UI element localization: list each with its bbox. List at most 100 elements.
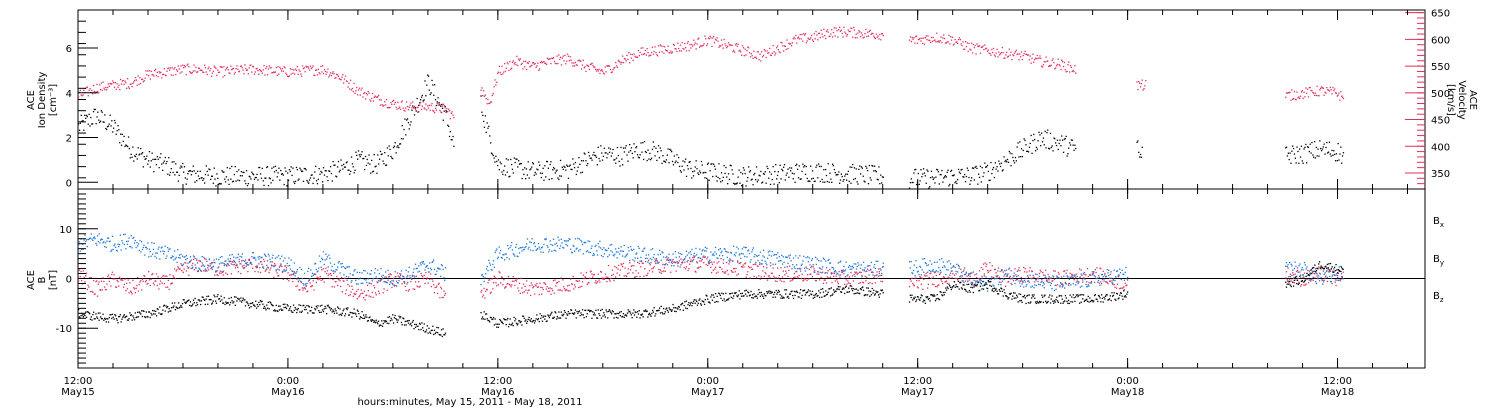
- bz-point: [342, 280, 344, 282]
- by-point: [229, 258, 232, 260]
- by-point: [597, 242, 599, 245]
- by-point: [823, 258, 825, 260]
- bz-point: [563, 288, 566, 290]
- by-point: [511, 249, 514, 251]
- by-point: [737, 248, 740, 250]
- density-point: [121, 133, 123, 135]
- by-point: [881, 266, 884, 268]
- bz-point: [830, 272, 832, 274]
- bz-point: [389, 273, 391, 275]
- density-point: [219, 183, 221, 185]
- bz-point: [184, 262, 186, 264]
- velocity-point: [489, 102, 491, 104]
- velocity-point: [928, 39, 930, 41]
- by-point: [396, 285, 398, 287]
- velocity-point: [1027, 54, 1030, 56]
- bx-point: [137, 316, 140, 318]
- density-point: [232, 180, 235, 182]
- bz-point: [141, 278, 144, 280]
- velocity-point: [501, 65, 503, 67]
- bz-point: [739, 262, 741, 264]
- bz-point: [526, 292, 529, 294]
- by-point: [707, 256, 709, 258]
- by-point: [152, 248, 155, 251]
- velocity-point: [344, 75, 347, 77]
- bz-point: [130, 290, 132, 292]
- velocity-point: [615, 65, 618, 67]
- bz-point: [105, 288, 107, 291]
- by-point: [364, 270, 366, 272]
- bx-point: [582, 314, 584, 316]
- bz-point: [144, 281, 147, 283]
- by-point: [862, 269, 864, 271]
- bx-point: [115, 318, 118, 320]
- density-point: [520, 163, 522, 165]
- velocity-point: [427, 107, 430, 109]
- velocity-point: [930, 36, 933, 39]
- bz-point: [646, 274, 648, 277]
- bz-point: [572, 275, 574, 278]
- density-point: [215, 185, 217, 187]
- bz-point: [273, 276, 275, 278]
- bz-point: [348, 285, 351, 287]
- bz-point: [209, 265, 211, 267]
- velocity-point: [819, 36, 821, 39]
- density-point: [216, 173, 218, 175]
- by-point: [242, 259, 244, 262]
- by-point: [861, 276, 863, 278]
- bx-point: [441, 335, 443, 338]
- density-point: [1293, 153, 1296, 155]
- velocity-point: [660, 45, 662, 47]
- bz-point: [227, 263, 229, 265]
- bx-point: [538, 320, 540, 323]
- bx-point: [551, 311, 553, 313]
- velocity-point: [766, 50, 768, 52]
- velocity-point: [543, 61, 545, 63]
- density-point: [822, 181, 824, 183]
- bz-point: [844, 276, 847, 278]
- bz-point: [210, 268, 212, 270]
- bx-point: [246, 301, 248, 303]
- bz-point: [737, 260, 739, 262]
- by-point: [247, 264, 249, 266]
- density-point: [90, 116, 92, 119]
- bx-point: [248, 307, 251, 309]
- bx-point: [293, 309, 295, 312]
- velocity-point: [726, 47, 728, 49]
- by-point: [821, 272, 823, 274]
- by-point: [189, 256, 192, 258]
- bx-point: [181, 306, 183, 308]
- bx-point: [278, 305, 280, 307]
- velocity-point: [266, 74, 269, 76]
- by-point: [123, 243, 125, 246]
- bz-point: [576, 280, 578, 282]
- velocity-point: [941, 41, 943, 44]
- bx-point: [101, 318, 103, 320]
- bz-point: [375, 294, 377, 296]
- by-point: [344, 267, 346, 269]
- bz-point: [145, 279, 147, 282]
- density-point: [620, 146, 622, 149]
- by-point: [381, 277, 384, 279]
- velocity-point: [554, 62, 556, 65]
- by-point: [835, 271, 837, 273]
- by-point: [683, 258, 685, 261]
- density-point: [349, 173, 351, 175]
- velocity-point: [956, 41, 958, 43]
- by-point: [229, 254, 231, 256]
- density-point: [1141, 146, 1143, 148]
- by-point: [708, 260, 710, 262]
- density-point: [1030, 134, 1032, 137]
- by-point: [292, 272, 295, 275]
- density-point: [862, 175, 864, 177]
- by-point: [331, 265, 333, 268]
- velocity-point: [756, 51, 758, 53]
- density-point: [370, 172, 372, 174]
- velocity-point: [583, 67, 585, 69]
- bx-point: [527, 318, 529, 321]
- velocity-point: [399, 106, 401, 108]
- bx-point: [105, 321, 107, 323]
- bx-point: [574, 309, 577, 311]
- velocity-point: [83, 89, 85, 91]
- bx-point: [354, 312, 356, 314]
